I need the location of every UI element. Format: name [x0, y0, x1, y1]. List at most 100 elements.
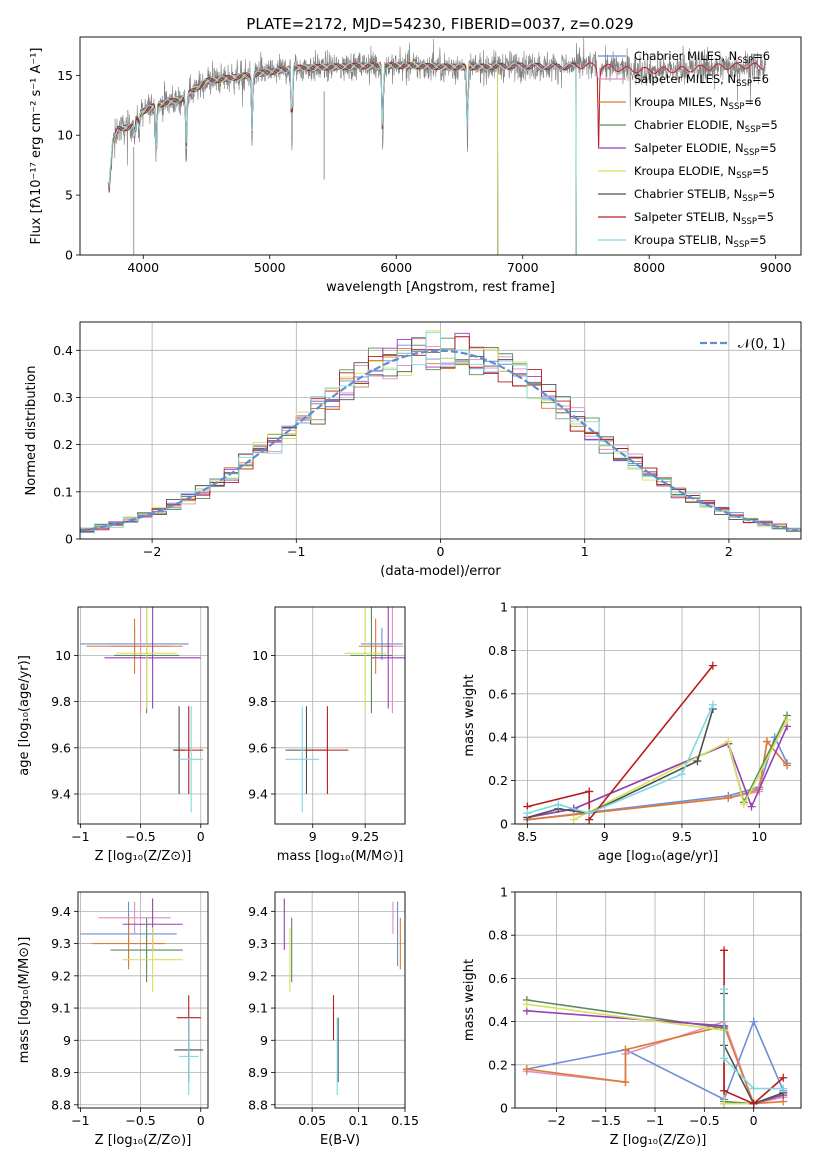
y-tick-label: 9.6	[248, 740, 268, 755]
x-tick-label: 10	[751, 829, 767, 844]
x-tick-label: 7000	[507, 260, 539, 275]
y-axis-label: mass weight	[462, 959, 477, 1041]
y-tick-label: 9.1	[248, 1001, 268, 1016]
errorbar-salpeter-elodie	[104, 607, 201, 709]
y-tick-label: 1	[500, 600, 508, 615]
grid-lines	[78, 892, 208, 1108]
x-tick-label: 8.5	[517, 829, 537, 844]
x-axis-label: Z [log₁₀(Z/Z⊙)]	[95, 849, 192, 864]
spectrum-model-salpeter-elodie	[108, 62, 499, 255]
y-tick-label: 10	[55, 648, 71, 663]
x-tick-label: −2	[143, 544, 161, 559]
y-axis-label: Flux [fλ10⁻¹⁷ erg cm⁻² s⁻¹ A⁻¹]	[29, 48, 44, 245]
legend-label-chabrier-miles: Chabrier MILES, NSSP=6	[634, 49, 770, 66]
plot-area	[80, 898, 204, 1096]
plot-area	[283, 898, 401, 1096]
weight-marker	[554, 800, 563, 809]
x-tick-label: −1	[287, 544, 305, 559]
legend-label-salpeter-stelib: Salpeter STELIB, NSSP=5	[634, 210, 774, 227]
legend-label-chabrier-stelib: Chabrier STELIB, NSSP=5	[634, 187, 775, 204]
y-tick-label: 9.4	[51, 786, 71, 801]
errorbar-kroupa-miles	[358, 618, 393, 674]
legend-label-kroupa-elodie: Kroupa ELODIE, NSSP=5	[634, 164, 769, 181]
y-tick-label: 0.1	[53, 484, 73, 499]
spectrum-legend: Chabrier MILES, NSSP=6 Salpeter MILES, NS…	[598, 49, 778, 250]
errorbar-kroupa-miles	[86, 618, 183, 674]
weight-series-chabrier-stelib	[523, 704, 717, 822]
y-tick-label: 0.4	[488, 730, 508, 745]
x-tick-label: −1.5	[591, 1113, 621, 1128]
y-tick-label: 0.2	[488, 773, 508, 788]
x-tick-label: 9.5	[672, 829, 692, 844]
y-tick-label: 9	[63, 1033, 71, 1048]
x-tick-label: −2	[547, 1113, 565, 1128]
y-tick-label: 9.6	[51, 740, 71, 755]
weight-marker	[747, 802, 756, 811]
weight-marker	[720, 1086, 729, 1095]
y-tick-label: 0.3	[53, 390, 73, 405]
x-axis-label: E(B-V)	[320, 1133, 360, 1148]
errorbar-kroupa-elodie	[122, 927, 183, 992]
errorbar-chabrier-miles	[360, 627, 403, 661]
plot-area	[107, 37, 766, 255]
errorbar-kroupa-miles	[92, 917, 165, 970]
y-tick-label: 5	[65, 188, 73, 203]
axes-frame	[514, 606, 802, 825]
panel-mass-vs-EBV: 0.05 0.1 0.15 8.8 8.9 9 9.1 9.2 9.3 9.4 E(B-V)	[248, 891, 419, 1148]
x-axis-label: mass [log₁₀(M/M⊙)]	[277, 849, 404, 864]
x-axis-label: Z [log₁₀(Z/Z⊙)]	[610, 1133, 707, 1148]
axes-frame	[274, 606, 406, 825]
x-tick-label: 1	[581, 544, 589, 559]
plot-area	[523, 661, 792, 824]
weight-marker	[621, 1078, 630, 1087]
axes-frame	[77, 606, 209, 825]
weight-marker	[724, 737, 733, 746]
errorbar-salpeter-stelib	[174, 706, 204, 794]
spectrum-model-kroupa-miles	[108, 62, 577, 255]
x-tick-label: 9.25	[351, 829, 379, 844]
weight-marker	[585, 809, 594, 818]
weight-line	[526, 1024, 784, 1105]
panel-spectrum: 4000 5000 6000 7000 8000 9000 0 5 10 15 wavelength…	[29, 36, 802, 295]
y-tick-label: 9	[260, 1033, 268, 1048]
y-tick-label: 0	[65, 248, 73, 263]
weight-marker	[569, 815, 578, 824]
weight-marker	[762, 737, 771, 746]
errorbar-kroupa-stelib	[179, 1017, 199, 1096]
y-tick-label: 15	[57, 68, 73, 83]
x-tick-label: 0.05	[298, 1113, 326, 1128]
plot-area	[522, 946, 788, 1108]
x-tick-label: 0	[197, 829, 205, 844]
y-tick-label: 9.8	[248, 694, 268, 709]
x-tick-label: 4000	[127, 260, 159, 275]
x-tick-label: 9	[601, 829, 609, 844]
y-tick-label: 0	[500, 817, 508, 832]
weight-series-kroupa-elodie	[569, 715, 792, 824]
weight-marker	[522, 1065, 531, 1074]
y-tick-label: 9.4	[248, 904, 268, 919]
x-axis-label: age [log₁₀(age/yr)]	[598, 849, 719, 864]
grid-lines	[275, 607, 405, 824]
y-axis-label: mass weight	[462, 674, 477, 756]
histogram-kroupa-stelib	[80, 332, 801, 539]
plot-area	[80, 330, 801, 539]
weight-line	[723, 989, 784, 1090]
legend-label-salpeter-miles: Salpeter MILES, NSSP=6	[634, 72, 769, 89]
weight-marker	[720, 1054, 729, 1063]
weight-marker	[708, 700, 717, 709]
y-tick-label: 10	[252, 648, 268, 663]
x-tick-label: 0	[750, 1113, 758, 1128]
spectrum-model-salpeter-stelib	[108, 62, 764, 191]
x-tick-label: 8000	[633, 260, 665, 275]
axes-frame	[79, 321, 802, 540]
x-tick-label: −0.5	[125, 1113, 155, 1128]
errorbar-kroupa-elodie	[344, 607, 387, 709]
weight-marker	[749, 1084, 758, 1093]
axes-frame	[79, 36, 802, 256]
y-tick-label: 0.6	[488, 971, 508, 986]
errorbar-kroupa-stelib	[285, 706, 320, 813]
x-axis-label: Z [log₁₀(Z/Z⊙)]	[95, 1133, 192, 1148]
x-tick-label: 2	[725, 544, 733, 559]
x-tick-label: −0.5	[125, 829, 155, 844]
